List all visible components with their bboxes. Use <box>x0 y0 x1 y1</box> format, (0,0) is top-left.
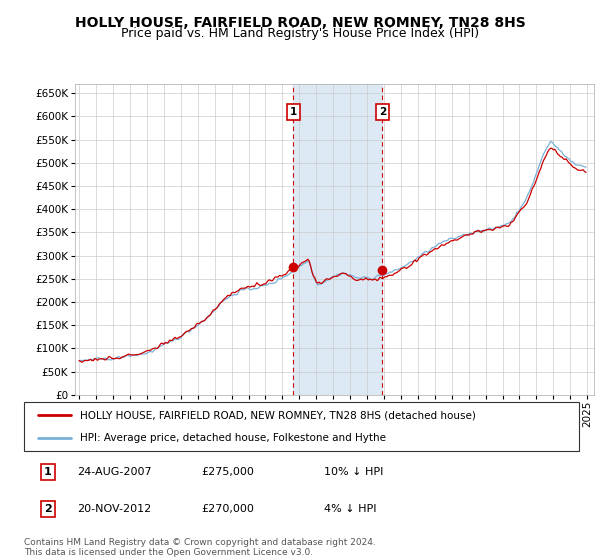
Text: HOLLY HOUSE, FAIRFIELD ROAD, NEW ROMNEY, TN28 8HS (detached house): HOLLY HOUSE, FAIRFIELD ROAD, NEW ROMNEY,… <box>79 410 475 421</box>
Text: HPI: Average price, detached house, Folkestone and Hythe: HPI: Average price, detached house, Folk… <box>79 433 386 444</box>
Text: 10% ↓ HPI: 10% ↓ HPI <box>324 467 383 477</box>
FancyBboxPatch shape <box>24 402 579 451</box>
Text: 1: 1 <box>290 107 297 117</box>
Text: 24-AUG-2007: 24-AUG-2007 <box>77 467 151 477</box>
Text: 4% ↓ HPI: 4% ↓ HPI <box>324 504 376 514</box>
Bar <box>293 84 382 395</box>
Text: £270,000: £270,000 <box>202 504 254 514</box>
Text: 2: 2 <box>44 504 52 514</box>
Text: Price paid vs. HM Land Registry's House Price Index (HPI): Price paid vs. HM Land Registry's House … <box>121 27 479 40</box>
Text: £275,000: £275,000 <box>202 467 254 477</box>
Text: 2: 2 <box>379 107 386 117</box>
Text: Contains HM Land Registry data © Crown copyright and database right 2024.
This d: Contains HM Land Registry data © Crown c… <box>24 538 376 557</box>
Text: HOLLY HOUSE, FAIRFIELD ROAD, NEW ROMNEY, TN28 8HS: HOLLY HOUSE, FAIRFIELD ROAD, NEW ROMNEY,… <box>74 16 526 30</box>
Text: 20-NOV-2012: 20-NOV-2012 <box>77 504 151 514</box>
Text: 1: 1 <box>44 467 52 477</box>
